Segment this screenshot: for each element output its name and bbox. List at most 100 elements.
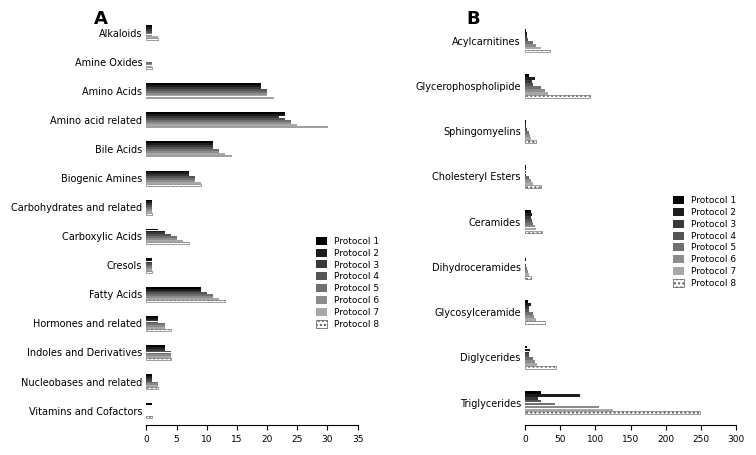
Bar xyxy=(147,124,297,126)
Bar xyxy=(147,142,212,143)
Bar xyxy=(525,300,528,303)
Bar xyxy=(147,83,261,85)
Bar xyxy=(147,93,267,95)
Bar xyxy=(147,378,153,379)
Bar xyxy=(147,87,261,89)
Bar xyxy=(147,287,201,288)
Bar xyxy=(147,116,279,118)
Bar xyxy=(525,140,535,143)
Bar xyxy=(147,25,153,27)
Bar xyxy=(147,271,153,273)
Bar xyxy=(147,118,285,120)
Bar xyxy=(147,356,171,358)
Bar xyxy=(147,151,218,153)
Bar xyxy=(147,258,153,259)
Bar xyxy=(147,36,159,38)
Bar xyxy=(147,122,291,124)
Bar xyxy=(147,211,153,213)
Bar xyxy=(147,316,159,318)
Bar xyxy=(525,397,538,399)
Bar xyxy=(525,128,527,131)
Bar xyxy=(147,95,267,96)
Bar xyxy=(525,177,529,179)
Bar xyxy=(147,263,153,265)
Bar xyxy=(525,225,535,228)
Bar xyxy=(525,354,529,357)
Bar xyxy=(147,207,153,209)
Bar xyxy=(147,229,159,231)
Bar xyxy=(147,96,273,98)
Bar xyxy=(525,409,613,411)
Legend: Protocol 1, Protocol 2, Protocol 3, Protocol 4, Protocol 5, Protocol 6, Protocol: Protocol 1, Protocol 2, Protocol 3, Prot… xyxy=(316,237,379,329)
Bar xyxy=(525,126,526,128)
Bar xyxy=(147,382,159,384)
Bar xyxy=(525,303,531,306)
Bar xyxy=(525,222,534,224)
Bar xyxy=(525,366,556,369)
Legend: Protocol 1, Protocol 2, Protocol 3, Protocol 4, Protocol 5, Protocol 6, Protocol: Protocol 1, Protocol 2, Protocol 3, Prot… xyxy=(673,196,736,288)
Bar xyxy=(525,231,542,233)
Bar xyxy=(525,219,532,222)
Bar xyxy=(147,66,153,67)
Bar xyxy=(525,35,527,38)
Bar xyxy=(147,349,165,350)
Bar xyxy=(147,233,165,234)
Bar xyxy=(147,387,159,389)
Bar xyxy=(525,86,541,89)
Bar xyxy=(525,399,541,403)
Bar xyxy=(147,296,212,298)
Bar xyxy=(147,298,218,300)
Bar xyxy=(525,185,541,188)
Bar xyxy=(147,236,177,238)
Bar xyxy=(525,309,529,312)
Bar xyxy=(147,67,153,69)
Bar xyxy=(147,353,171,354)
Bar xyxy=(147,347,165,349)
Bar xyxy=(147,234,171,236)
Bar xyxy=(525,182,534,185)
Bar xyxy=(147,213,153,215)
Bar xyxy=(147,203,153,205)
Bar xyxy=(525,134,530,137)
Bar xyxy=(147,327,165,329)
Bar xyxy=(525,77,535,80)
Bar xyxy=(525,216,531,219)
Bar xyxy=(147,62,153,64)
Bar xyxy=(147,240,183,242)
Bar xyxy=(147,231,165,233)
Text: B: B xyxy=(466,10,479,28)
Bar xyxy=(147,171,189,172)
Bar xyxy=(147,322,159,324)
Bar xyxy=(525,315,534,318)
Bar xyxy=(147,294,212,296)
Bar xyxy=(525,405,599,408)
Bar xyxy=(147,143,212,145)
Bar xyxy=(525,273,529,276)
Bar xyxy=(525,403,555,405)
Bar xyxy=(147,31,153,33)
Bar xyxy=(147,384,159,385)
Bar xyxy=(147,178,195,180)
Bar xyxy=(525,32,527,35)
Bar xyxy=(147,205,153,207)
Bar xyxy=(147,289,201,290)
Bar xyxy=(147,112,285,114)
Bar xyxy=(525,276,531,278)
Bar xyxy=(525,122,526,125)
Bar xyxy=(147,416,153,418)
Bar xyxy=(147,155,231,157)
Bar xyxy=(525,411,699,414)
Bar xyxy=(525,44,536,46)
Bar xyxy=(147,209,153,211)
Bar xyxy=(147,29,153,31)
Bar xyxy=(147,318,159,319)
Bar xyxy=(525,89,545,92)
Bar xyxy=(525,318,536,321)
Bar xyxy=(525,349,530,351)
Bar xyxy=(525,95,590,98)
Bar xyxy=(147,265,153,267)
Bar xyxy=(147,172,189,174)
Bar xyxy=(147,149,218,151)
Bar xyxy=(147,91,267,93)
Bar xyxy=(147,153,225,155)
